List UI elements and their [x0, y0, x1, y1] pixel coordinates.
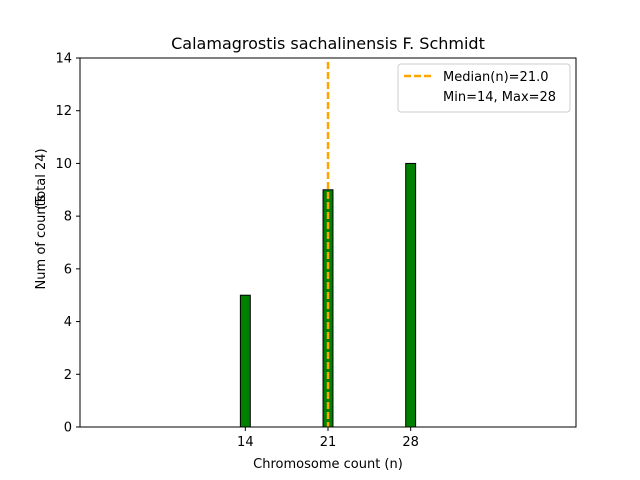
bar-14 [240, 295, 250, 427]
x-axis-label: Chromosome count (n) [253, 457, 403, 472]
bars-group [80, 163, 452, 427]
y-tick-label: 14 [55, 52, 72, 67]
x-tick-label: 28 [402, 435, 419, 450]
x-axis-ticks: 14 21 28 [237, 427, 419, 450]
x-tick-label: 21 [320, 435, 337, 450]
legend-range-label: Min=14, Max=28 [443, 90, 556, 105]
y-tick-label: 8 [64, 210, 72, 225]
y-axis-ticks: 0 2 4 6 8 10 12 14 [55, 52, 80, 436]
y-tick-label: 2 [64, 368, 72, 383]
y-tick-label: 12 [55, 104, 72, 119]
y-tick-label: 4 [64, 315, 72, 330]
y-tick-label: 6 [64, 262, 72, 277]
y-axis-total-note: (Total 24) [34, 148, 49, 209]
x-tick-label: 14 [237, 435, 254, 450]
bar-28 [406, 163, 416, 427]
y-tick-label: 10 [55, 157, 72, 172]
chart-title: Calamagrostis sachalinensis F. Schmidt [171, 34, 485, 53]
legend: Median(n)=21.0 Min=14, Max=28 [398, 64, 570, 112]
legend-median-label: Median(n)=21.0 [443, 70, 549, 85]
y-tick-label: 0 [64, 421, 72, 436]
